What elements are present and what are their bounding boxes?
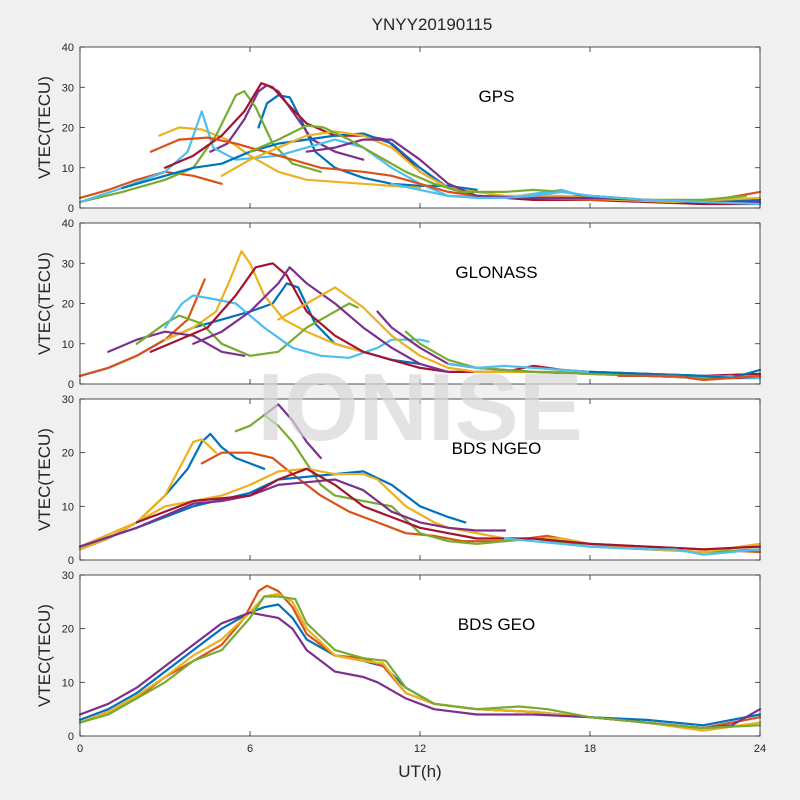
series-line-5 bbox=[78, 470, 467, 548]
y-tick-label: 20 bbox=[62, 123, 74, 135]
y-tick-label: 40 bbox=[62, 42, 74, 54]
y-tick-label: 20 bbox=[62, 299, 74, 311]
series-line-13 bbox=[617, 374, 762, 382]
series-line-4 bbox=[263, 403, 322, 460]
y-axis-label: VTEC(TECU) bbox=[35, 604, 54, 707]
x-tick-label: 18 bbox=[584, 743, 596, 755]
figure-title: YNYY20190115 bbox=[372, 15, 493, 34]
y-tick-label: 0 bbox=[68, 203, 74, 215]
y-tick-label: 30 bbox=[62, 258, 74, 270]
series-line-1 bbox=[78, 278, 206, 377]
panel-0: 0 10 20 30 40 VTEC(TECU) GPS bbox=[35, 42, 762, 215]
panel-label: GPS bbox=[479, 87, 515, 106]
series-line-2 bbox=[78, 592, 762, 732]
y-tick-label: 30 bbox=[62, 82, 74, 94]
y-tick-label: 20 bbox=[62, 624, 74, 636]
plot-area bbox=[80, 47, 760, 208]
watermark: IONISE bbox=[257, 354, 582, 461]
series-line-2 bbox=[158, 126, 422, 189]
series-line-8 bbox=[135, 467, 762, 551]
series-line-7 bbox=[78, 478, 507, 548]
panel-2: 0 10 20 30 VTEC(TECU) BDS NGEO bbox=[35, 394, 762, 567]
y-tick-label: 30 bbox=[62, 570, 74, 582]
panel-1: 0 10 20 30 40 VTEC(TECU) GLONASS bbox=[35, 218, 762, 391]
panel-label: GLONASS bbox=[455, 263, 537, 282]
y-tick-label: 20 bbox=[62, 448, 74, 460]
series-line-12 bbox=[390, 182, 762, 206]
y-tick-label: 0 bbox=[68, 731, 74, 743]
y-axis-label: VTEC(TECU) bbox=[35, 252, 54, 355]
series-line-1 bbox=[78, 170, 223, 199]
series-line-3 bbox=[107, 330, 246, 357]
series-line-5 bbox=[163, 294, 430, 359]
y-tick-label: 10 bbox=[62, 339, 74, 351]
x-tick-label: 12 bbox=[414, 743, 426, 755]
y-tick-label: 40 bbox=[62, 218, 74, 230]
y-tick-label: 30 bbox=[62, 394, 74, 406]
series-line-7 bbox=[192, 266, 450, 373]
y-tick-label: 10 bbox=[62, 677, 74, 689]
series-line-12 bbox=[588, 368, 762, 380]
x-tick-label: 6 bbox=[247, 743, 253, 755]
series-line-9 bbox=[503, 537, 762, 556]
panel-label: BDS GEO bbox=[458, 615, 535, 634]
y-axis-label: VTEC(TECU) bbox=[35, 76, 54, 179]
y-tick-label: 10 bbox=[62, 501, 74, 513]
x-tick-label: 24 bbox=[754, 743, 766, 755]
y-tick-label: 0 bbox=[68, 379, 74, 391]
panel-3: 0 6 12 18 24 0 10 20 30 VTEC(TECU) BDS GEO bbox=[35, 570, 766, 755]
y-tick-label: 10 bbox=[62, 163, 74, 175]
panel-label: BDS NGEO bbox=[452, 439, 542, 458]
plot-area bbox=[80, 575, 760, 736]
x-axis-label: UT(h) bbox=[398, 762, 441, 781]
y-axis-label: VTEC(TECU) bbox=[35, 428, 54, 531]
series-line-4 bbox=[78, 90, 322, 204]
x-tick-label: 0 bbox=[77, 743, 83, 755]
series-line-2 bbox=[163, 250, 365, 353]
series-line-4 bbox=[78, 595, 762, 730]
y-tick-label: 0 bbox=[68, 555, 74, 567]
